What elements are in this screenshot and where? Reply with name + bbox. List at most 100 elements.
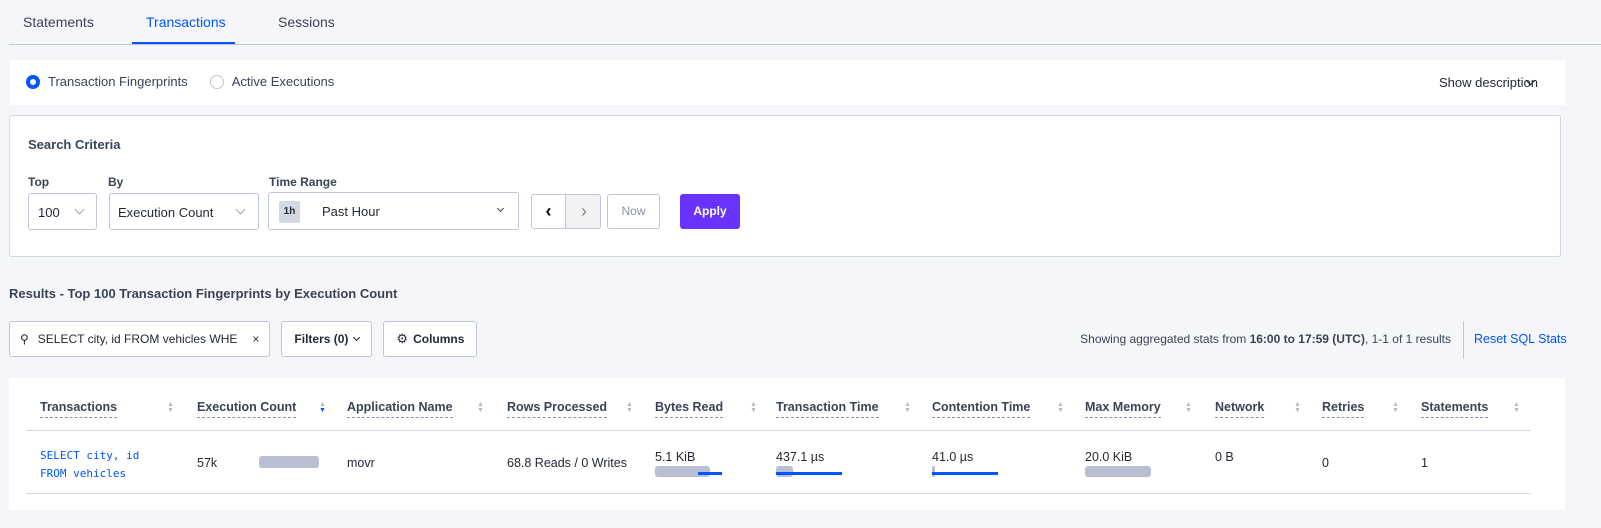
header-transactions[interactable]: Transactions ▲ ▼: [40, 400, 175, 418]
sort-desc-icon[interactable]: ▲ ▼: [319, 401, 326, 414]
header-bytes-read[interactable]: Bytes Read ▲ ▼: [655, 400, 758, 418]
max-memory-bar: [1085, 466, 1151, 477]
search-criteria-title: Search Criteria: [28, 137, 121, 152]
tab-transactions[interactable]: Transactions: [146, 14, 226, 30]
transaction-time-stddev-line: [776, 472, 842, 475]
cell-statements: 1: [1421, 456, 1428, 470]
header-statements[interactable]: Statements ▲ ▼: [1421, 400, 1521, 418]
header-label: Statements: [1421, 400, 1489, 418]
header-label: Application Name: [347, 400, 453, 418]
cell-retries: 0: [1322, 456, 1329, 470]
next-time-button[interactable]: ›: [566, 195, 600, 228]
top-value: 100: [38, 205, 60, 220]
contention-time-bar: [932, 466, 935, 477]
header-label: Execution Count: [197, 400, 297, 418]
reset-sql-stats-link[interactable]: Reset SQL Stats: [1474, 332, 1567, 346]
tab-statements[interactable]: Statements: [23, 14, 94, 30]
divider: [1463, 321, 1464, 359]
sort-icon[interactable]: ▲ ▼: [1057, 401, 1064, 414]
sort-icon[interactable]: ▲ ▼: [1294, 401, 1301, 414]
time-badge: 1h: [279, 201, 300, 223]
previous-time-button[interactable]: ‹: [532, 195, 566, 228]
header-rows-processed[interactable]: Rows Processed ▲ ▼: [507, 400, 634, 418]
view-radio-group: Transaction Fingerprints Active Executio…: [26, 74, 334, 89]
by-label: By: [108, 175, 124, 189]
top-select[interactable]: 100: [28, 193, 97, 230]
by-value: Execution Count: [118, 205, 214, 220]
results-summary: Showing aggregated stats from 16:00 to 1…: [1080, 332, 1451, 346]
sort-icon[interactable]: ▲ ▼: [167, 401, 174, 414]
header-max-memory[interactable]: Max Memory ▲ ▼: [1085, 400, 1193, 418]
header-divider: [26, 430, 1531, 431]
gear-icon: ⚙: [396, 331, 409, 346]
header-application-name[interactable]: Application Name ▲ ▼: [347, 400, 485, 418]
results-controls: ⚲ SELECT city, id FROM vehicles WHE × Fi…: [9, 321, 478, 357]
results-title: Results - Top 100 Transaction Fingerprin…: [9, 286, 398, 301]
header-transaction-time[interactable]: Transaction Time ▲ ▼: [776, 400, 912, 418]
header-label: Bytes Read: [655, 400, 724, 418]
header-label: Rows Processed: [507, 400, 608, 418]
sort-icon[interactable]: ▲ ▼: [1513, 401, 1520, 414]
tab-sessions[interactable]: Sessions: [278, 14, 335, 30]
sort-icon[interactable]: ▲ ▼: [477, 401, 484, 414]
cell-execution-count: 57k: [197, 456, 218, 470]
time-value: Past Hour: [322, 204, 380, 219]
transaction-link[interactable]: SELECT city, id FROM vehicles: [40, 447, 139, 483]
transactions-table: [9, 378, 1565, 510]
time-nav: ‹ ›: [531, 194, 601, 229]
cell-rows-processed: 68.8 Reads / 0 Writes: [507, 456, 627, 470]
header-network[interactable]: Network ▲ ▼: [1215, 400, 1302, 418]
cell-bytes-read: 5.1 KiB: [655, 450, 696, 464]
header-label: Retries: [1322, 400, 1365, 418]
search-input[interactable]: ⚲ SELECT city, id FROM vehicles WHE ×: [9, 321, 271, 357]
chevron-down-icon: [235, 204, 246, 215]
header-label: Contention Time: [932, 400, 1031, 418]
sort-icon[interactable]: ▲ ▼: [904, 401, 911, 414]
radio-label: Transaction Fingerprints: [48, 74, 188, 89]
bytes-read-stddev-line: [698, 472, 722, 475]
top-label: Top: [28, 175, 50, 189]
header-retries[interactable]: Retries ▲ ▼: [1322, 400, 1400, 418]
time-range-select[interactable]: 1h Past Hour: [268, 192, 519, 230]
cell-contention-time: 41.0 µs: [932, 450, 974, 464]
clear-search-icon[interactable]: ×: [252, 332, 260, 346]
filters-button[interactable]: Filters (0): [281, 321, 373, 357]
columns-label: Columns: [413, 332, 465, 346]
header-contention-time[interactable]: Contention Time ▲ ▼: [932, 400, 1065, 418]
sort-icon[interactable]: ▲ ▼: [1185, 401, 1192, 414]
summary-range: 16:00 to 17:59 (UTC): [1249, 332, 1365, 346]
active-tab-indicator: [132, 42, 235, 44]
contention-time-stddev-line: [932, 472, 998, 475]
sort-icon[interactable]: ▲ ▼: [626, 401, 633, 414]
row-divider: [26, 493, 1531, 494]
by-select[interactable]: Execution Count: [109, 193, 259, 230]
bytes-read-bar: [655, 466, 710, 477]
search-value: SELECT city, id FROM vehicles WHE: [37, 332, 238, 346]
radio-label: Active Executions: [231, 74, 335, 89]
execution-count-bar: [259, 456, 319, 468]
apply-button[interactable]: Apply: [680, 194, 740, 229]
radio-active-executions[interactable]: [209, 74, 224, 89]
cell-network: 0 B: [1215, 450, 1234, 464]
header-label: Network: [1215, 400, 1265, 418]
cell-application-name: movr: [347, 456, 375, 470]
time-range-label: Time Range: [269, 175, 337, 189]
now-button[interactable]: Now: [607, 194, 660, 229]
sort-icon[interactable]: ▲ ▼: [1392, 401, 1399, 414]
columns-button[interactable]: ⚙ Columns: [383, 321, 478, 357]
radio-transaction-fingerprints[interactable]: [26, 74, 40, 89]
view-toggle-panel: [10, 60, 1565, 105]
chevron-down-icon: [496, 204, 505, 213]
filters-label: Filters (0): [294, 332, 349, 346]
show-description-button[interactable]: Show description: [1439, 75, 1538, 90]
header-execution-count[interactable]: Execution Count ▲ ▼: [197, 400, 327, 418]
header-label: Max Memory: [1085, 400, 1161, 418]
transaction-time-bar: [776, 466, 793, 477]
search-criteria-panel: [9, 115, 1561, 257]
txn-line: FROM vehicles: [40, 467, 127, 480]
tab-divider: [9, 44, 1601, 45]
header-label: Transactions: [40, 400, 118, 418]
search-icon: ⚲: [20, 332, 29, 346]
sort-icon[interactable]: ▲ ▼: [750, 401, 757, 414]
summary-suffix: , 1-1 of 1 results: [1364, 332, 1451, 346]
